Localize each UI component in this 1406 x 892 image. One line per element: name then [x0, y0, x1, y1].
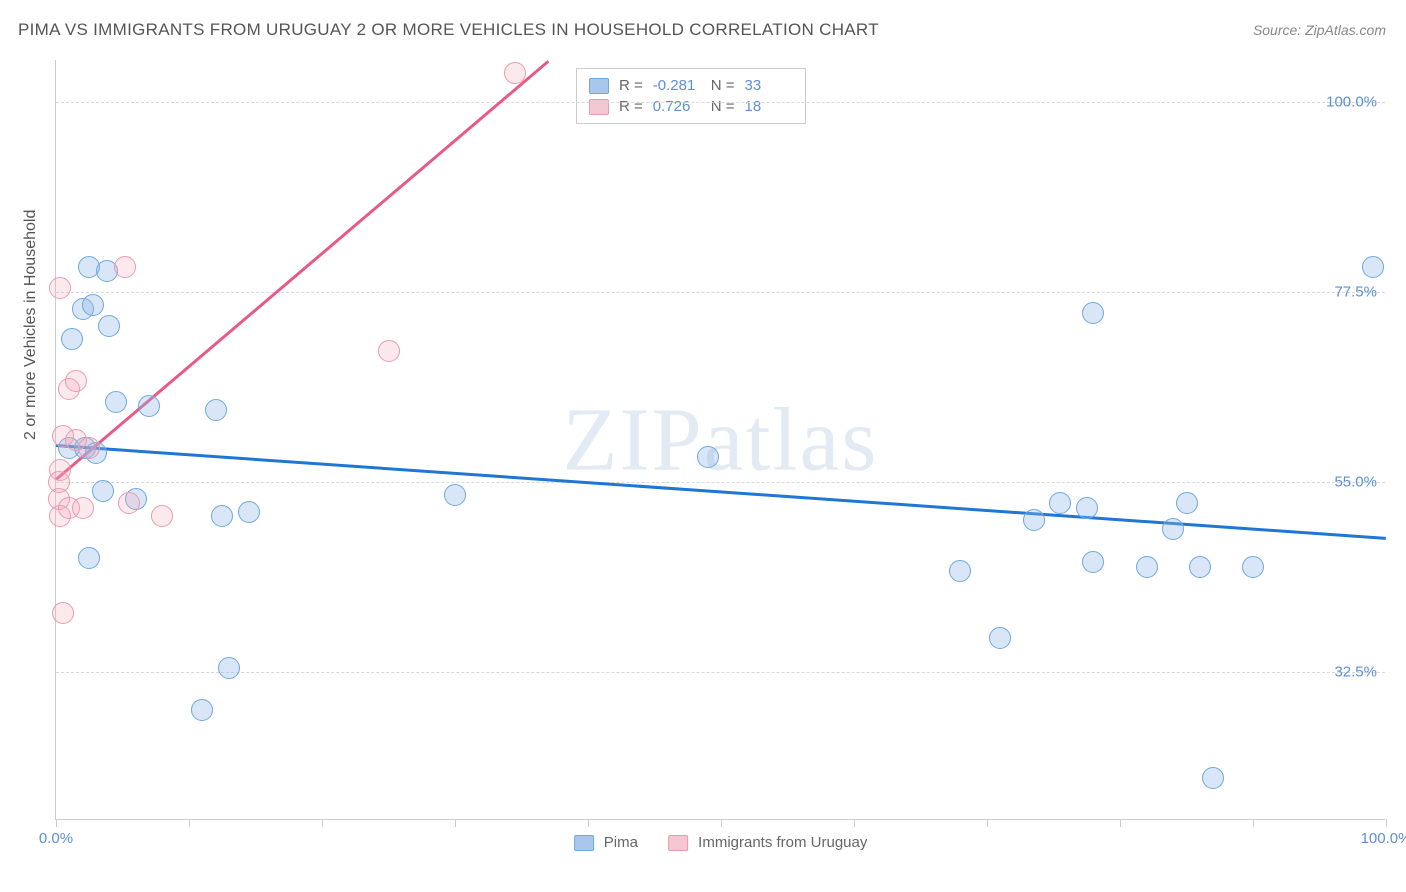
r-value-pima: -0.281	[653, 77, 701, 94]
n-label: N =	[711, 77, 735, 94]
data-point	[989, 627, 1011, 649]
y-tick-label: 32.5%	[1334, 664, 1377, 681]
data-point	[49, 277, 71, 299]
data-point	[1242, 556, 1264, 578]
x-tick	[1386, 819, 1387, 827]
data-point	[92, 480, 114, 502]
data-point	[697, 446, 719, 468]
data-point	[378, 340, 400, 362]
plot-area: ZIPatlas R = -0.281 N = 33 R = 0.726 N =…	[55, 60, 1385, 820]
x-tick	[1120, 819, 1121, 827]
data-point	[1176, 492, 1198, 514]
data-point	[1049, 492, 1071, 514]
n-value-uruguay: 18	[745, 98, 793, 115]
r-label: R =	[619, 98, 643, 115]
data-point	[218, 657, 240, 679]
legend-swatch-blue	[574, 835, 594, 851]
x-tick	[1253, 819, 1254, 827]
data-point	[151, 505, 173, 527]
data-point	[238, 501, 260, 523]
x-tick	[322, 819, 323, 827]
x-tick	[189, 819, 190, 827]
y-tick-label: 77.5%	[1334, 284, 1377, 301]
stats-row-pima: R = -0.281 N = 33	[589, 75, 793, 96]
data-point	[82, 294, 104, 316]
chart-title: PIMA VS IMMIGRANTS FROM URUGUAY 2 OR MOR…	[18, 20, 879, 40]
n-label: N =	[711, 98, 735, 115]
data-point	[1023, 509, 1045, 531]
stats-swatch-blue	[589, 78, 609, 94]
data-point	[65, 370, 87, 392]
legend-swatch-pink	[668, 835, 688, 851]
source-attribution: Source: ZipAtlas.com	[1253, 22, 1386, 38]
data-point	[504, 62, 526, 84]
r-label: R =	[619, 77, 643, 94]
legend-label-pima: Pima	[604, 834, 638, 851]
gridline	[56, 292, 1385, 293]
y-tick-label: 55.0%	[1334, 474, 1377, 491]
correlation-stats-box: R = -0.281 N = 33 R = 0.726 N = 18	[576, 68, 806, 124]
x-tick	[455, 819, 456, 827]
y-axis-label: 2 or more Vehicles in Household	[22, 210, 40, 440]
data-point	[1076, 497, 1098, 519]
x-tick	[588, 819, 589, 827]
gridline	[56, 102, 1385, 103]
watermark: ZIPatlas	[563, 388, 879, 491]
x-tick	[721, 819, 722, 827]
data-point	[1082, 551, 1104, 573]
x-tick	[987, 819, 988, 827]
r-value-uruguay: 0.726	[653, 98, 701, 115]
legend-item-uruguay: Immigrants from Uruguay	[668, 834, 867, 851]
gridline	[56, 482, 1385, 483]
legend-label-uruguay: Immigrants from Uruguay	[698, 834, 867, 851]
data-point	[138, 395, 160, 417]
legend: Pima Immigrants from Uruguay	[574, 834, 868, 851]
stats-row-uruguay: R = 0.726 N = 18	[589, 96, 793, 117]
data-point	[78, 547, 100, 569]
data-point	[118, 492, 140, 514]
data-point	[444, 484, 466, 506]
data-point	[72, 497, 94, 519]
x-tick-label: 0.0%	[39, 830, 73, 847]
x-tick	[56, 819, 57, 827]
data-point	[1202, 767, 1224, 789]
data-point	[1136, 556, 1158, 578]
gridline	[56, 672, 1385, 673]
x-tick-label: 100.0%	[1361, 830, 1406, 847]
stats-swatch-pink	[589, 99, 609, 115]
data-point	[98, 315, 120, 337]
data-point	[191, 699, 213, 721]
x-tick	[854, 819, 855, 827]
data-point	[114, 256, 136, 278]
data-point	[205, 399, 227, 421]
n-value-pima: 33	[745, 77, 793, 94]
y-tick-label: 100.0%	[1326, 94, 1377, 111]
data-point	[52, 602, 74, 624]
legend-item-pima: Pima	[574, 834, 638, 851]
data-point	[1362, 256, 1384, 278]
data-point	[1189, 556, 1211, 578]
data-point	[105, 391, 127, 413]
data-point	[1082, 302, 1104, 324]
data-point	[78, 437, 100, 459]
data-point	[1162, 518, 1184, 540]
data-point	[211, 505, 233, 527]
data-point	[61, 328, 83, 350]
data-point	[949, 560, 971, 582]
